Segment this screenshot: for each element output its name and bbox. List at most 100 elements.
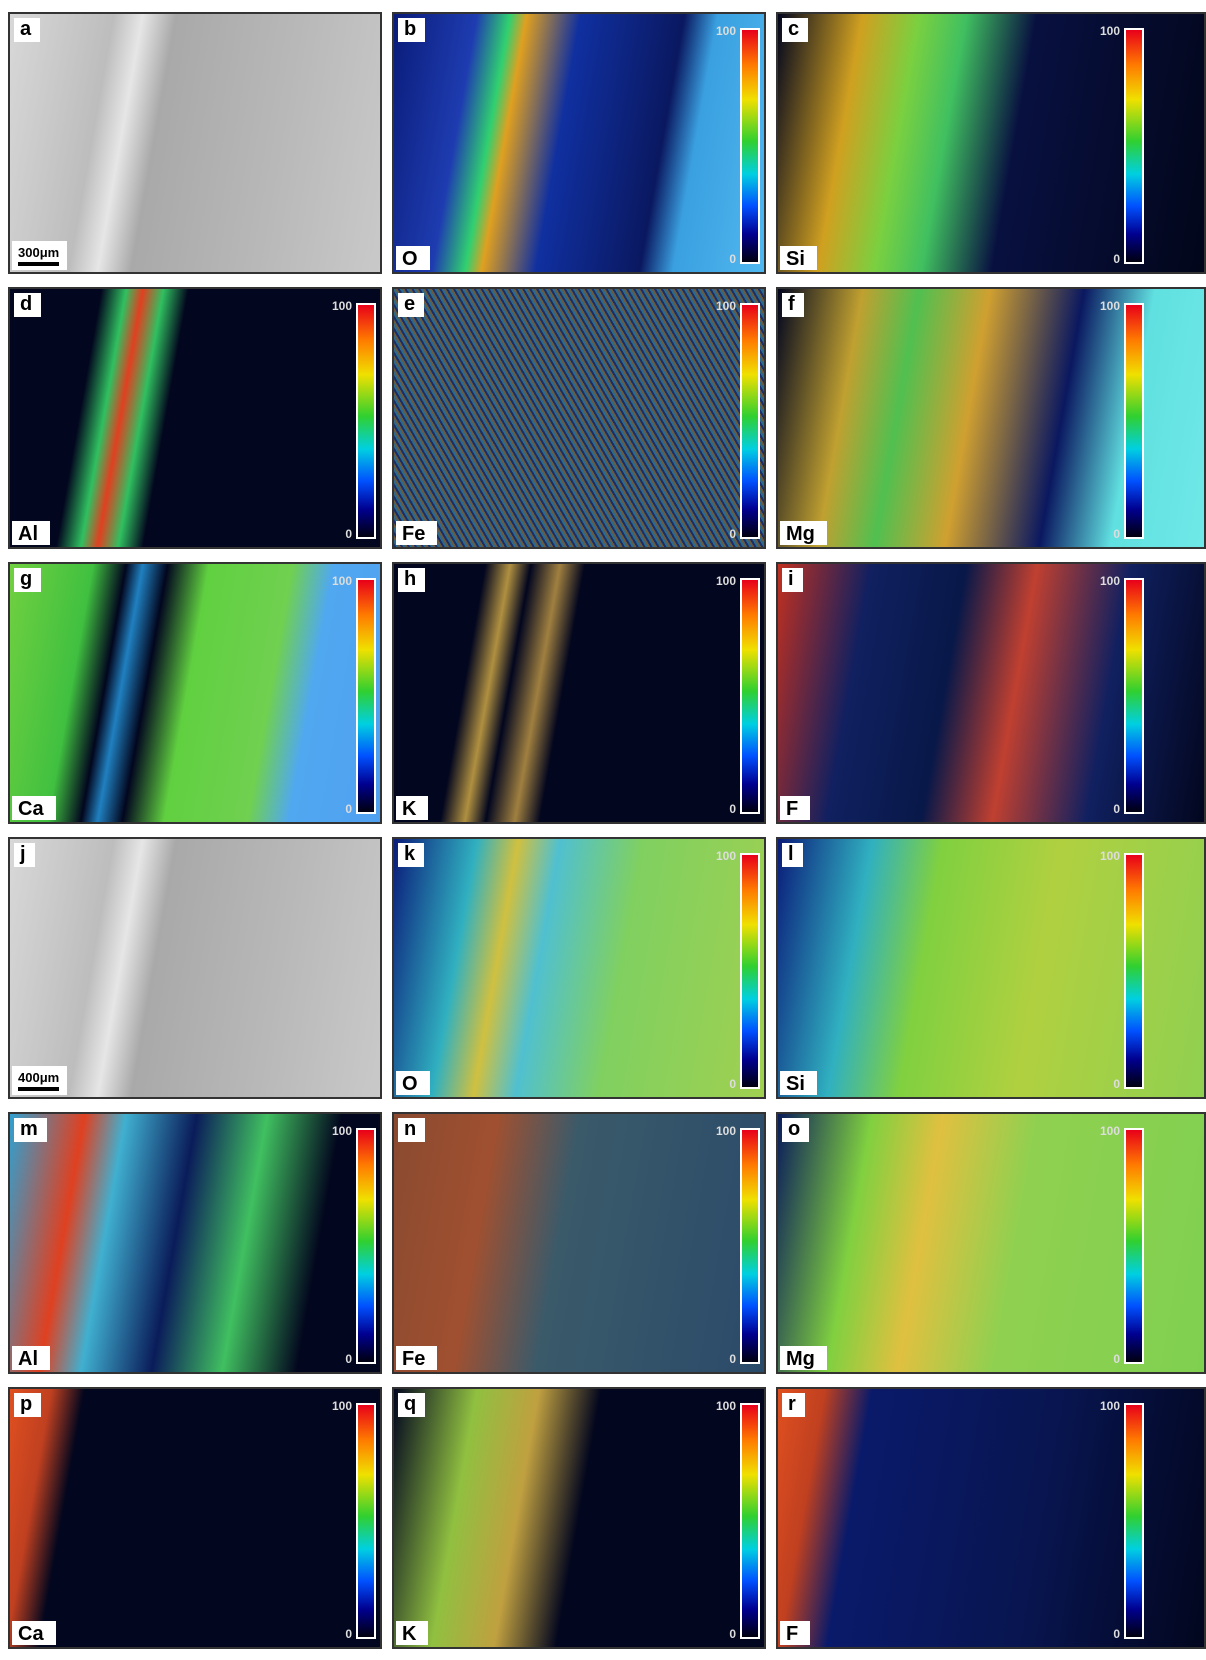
colorbar-max-label: 100 bbox=[715, 574, 736, 588]
colorbar-max-label: 100 bbox=[715, 849, 736, 863]
scale-bar-label: 300μm bbox=[18, 245, 60, 260]
map-panel: e Fe 100 0 bbox=[392, 287, 766, 549]
element-label: O bbox=[396, 246, 430, 270]
colorbar-max-label: 100 bbox=[1099, 1124, 1120, 1138]
map-panel: n Fe 100 0 bbox=[392, 1112, 766, 1374]
colorbar-min-label: 0 bbox=[729, 527, 736, 541]
element-label: Ca bbox=[12, 1621, 56, 1645]
colorbar-min-label: 0 bbox=[1113, 527, 1120, 541]
colorbar-max-label: 100 bbox=[331, 299, 352, 313]
panel-letter: j bbox=[14, 843, 35, 867]
colorbar-max-label: 100 bbox=[715, 24, 736, 38]
colorbar bbox=[356, 1128, 376, 1364]
colorbar bbox=[740, 853, 760, 1089]
panel-letter: k bbox=[398, 843, 425, 867]
colorbar-max-label: 100 bbox=[715, 1399, 736, 1413]
element-label: Si bbox=[780, 1071, 817, 1095]
colorbar-max-label: 100 bbox=[715, 1124, 736, 1138]
panel-letter: i bbox=[782, 568, 803, 592]
scale-bar-line bbox=[18, 262, 60, 266]
map-panel: d Al 100 0 bbox=[8, 287, 382, 549]
colorbar-min-label: 0 bbox=[345, 802, 352, 816]
colorbar bbox=[356, 1403, 376, 1639]
map-panel: g Ca 100 0 bbox=[8, 562, 382, 824]
map-panel: h K 100 0 bbox=[392, 562, 766, 824]
colorbar bbox=[1124, 578, 1144, 814]
map-panel: f Mg 100 0 bbox=[776, 287, 1206, 549]
panel-letter: r bbox=[782, 1393, 805, 1417]
map-panel: m Al 100 0 bbox=[8, 1112, 382, 1374]
panel-letter: l bbox=[782, 843, 803, 867]
colorbar bbox=[1124, 28, 1144, 264]
scale-bar-line bbox=[18, 1087, 60, 1091]
colorbar bbox=[356, 303, 376, 539]
colorbar bbox=[740, 1128, 760, 1364]
panel-letter: f bbox=[782, 293, 804, 317]
panel-letter: q bbox=[398, 1393, 426, 1417]
colorbar bbox=[1124, 303, 1144, 539]
colorbar bbox=[1124, 1128, 1144, 1364]
element-label: Ca bbox=[12, 796, 56, 820]
colorbar-min-label: 0 bbox=[345, 1352, 352, 1366]
colorbar-min-label: 0 bbox=[729, 1627, 736, 1641]
map-panel: o Mg 100 0 bbox=[776, 1112, 1206, 1374]
colorbar-min-label: 0 bbox=[345, 527, 352, 541]
element-label: Al bbox=[12, 521, 50, 545]
map-panel: a 300μm bbox=[8, 12, 382, 274]
element-label: K bbox=[396, 796, 429, 820]
map-panel: q K 100 0 bbox=[392, 1387, 766, 1649]
colorbar-max-label: 100 bbox=[1099, 1399, 1120, 1413]
colorbar-max-label: 100 bbox=[1099, 299, 1120, 313]
colorbar-max-label: 100 bbox=[715, 299, 736, 313]
colorbar-min-label: 0 bbox=[1113, 252, 1120, 266]
element-label: O bbox=[396, 1071, 430, 1095]
colorbar-min-label: 0 bbox=[729, 802, 736, 816]
map-panel: k O 100 0 bbox=[392, 837, 766, 1099]
map-panel: b O 100 0 bbox=[392, 12, 766, 274]
element-label: F bbox=[780, 1621, 811, 1645]
map-panel: j 400μm bbox=[8, 837, 382, 1099]
element-label: Fe bbox=[396, 521, 438, 545]
element-label: Si bbox=[780, 246, 817, 270]
colorbar-max-label: 100 bbox=[1099, 24, 1120, 38]
scale-bar: 300μm bbox=[12, 241, 68, 270]
colorbar-max-label: 100 bbox=[331, 574, 352, 588]
colorbar bbox=[740, 303, 760, 539]
map-panel: i F 100 0 bbox=[776, 562, 1206, 824]
panel-letter: o bbox=[782, 1118, 810, 1142]
element-label: Al bbox=[12, 1346, 50, 1370]
colorbar-max-label: 100 bbox=[331, 1399, 352, 1413]
element-label: F bbox=[780, 796, 811, 820]
colorbar bbox=[740, 28, 760, 264]
colorbar bbox=[1124, 1403, 1144, 1639]
element-label: K bbox=[396, 1621, 429, 1645]
colorbar bbox=[356, 578, 376, 814]
colorbar-min-label: 0 bbox=[1113, 1627, 1120, 1641]
panel-letter: b bbox=[398, 18, 426, 42]
colorbar-min-label: 0 bbox=[729, 252, 736, 266]
panel-letter: m bbox=[14, 1118, 47, 1142]
colorbar-min-label: 0 bbox=[1113, 1077, 1120, 1091]
colorbar-max-label: 100 bbox=[1099, 574, 1120, 588]
map-panel: c Si 100 0 bbox=[776, 12, 1206, 274]
element-label: Mg bbox=[780, 1346, 827, 1370]
panel-letter: p bbox=[14, 1393, 42, 1417]
panel-letter: a bbox=[14, 18, 41, 42]
panel-letter: h bbox=[398, 568, 426, 592]
colorbar-min-label: 0 bbox=[729, 1352, 736, 1366]
colorbar-min-label: 0 bbox=[1113, 802, 1120, 816]
panel-letter: d bbox=[14, 293, 42, 317]
colorbar bbox=[1124, 853, 1144, 1089]
colorbar-min-label: 0 bbox=[1113, 1352, 1120, 1366]
colorbar-max-label: 100 bbox=[331, 1124, 352, 1138]
scale-bar: 400μm bbox=[12, 1066, 68, 1095]
scale-bar-label: 400μm bbox=[18, 1070, 60, 1085]
panel-letter: g bbox=[14, 568, 42, 592]
colorbar bbox=[740, 1403, 760, 1639]
element-label: Mg bbox=[780, 521, 827, 545]
panel-letter: e bbox=[398, 293, 425, 317]
panel-letter: n bbox=[398, 1118, 426, 1142]
colorbar-max-label: 100 bbox=[1099, 849, 1120, 863]
map-panel: p Ca 100 0 bbox=[8, 1387, 382, 1649]
